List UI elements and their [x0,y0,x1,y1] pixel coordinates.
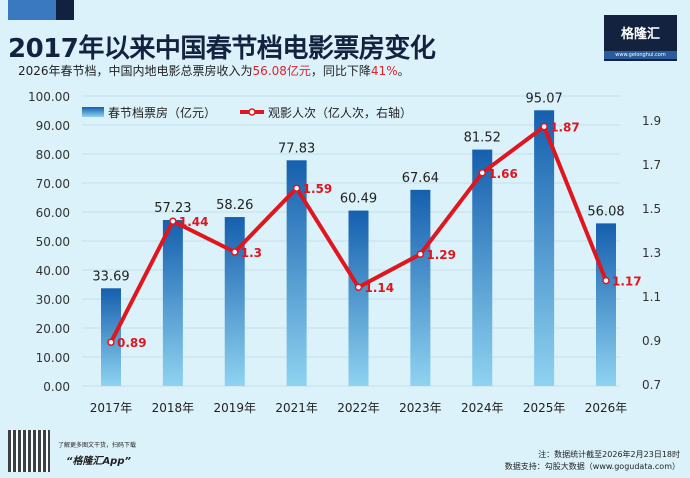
qr-code[interactable] [8,430,50,472]
bar-value-label: 95.07 [526,91,563,106]
right-tick-label: 1.7 [642,158,661,172]
line-point [602,276,610,285]
app-name: “格隆汇App” [66,456,131,467]
left-tick-label: 60.00 [36,206,70,220]
decor-bar-dark [56,0,74,20]
left-tick-label: 40.00 [36,264,70,278]
x-tick-label: 2019年 [213,401,256,415]
x-tick-label: 2022年 [337,401,380,415]
line-point [107,338,115,346]
left-tick-label: 100.00 [28,90,70,104]
right-tick-label: 0.7 [642,378,661,392]
bar-value-label: 81.52 [464,131,501,146]
line-value-label: 1.87 [550,121,580,135]
line-value-label: 1.17 [612,275,642,289]
left-tick-label: 30.00 [36,293,70,307]
bar-value-label: 33.69 [92,269,129,284]
bar [286,160,307,386]
legend-line-label: 观影人次（亿人次，右轴） [268,105,412,120]
bar [410,189,431,386]
bar [596,223,616,386]
gelonghui-logo: 格隆汇 www.gelonghui.com [604,15,677,61]
bar-value-label: 56.08 [587,204,624,219]
bar [101,288,121,386]
left-tick-label: 10.00 [36,351,70,365]
x-tick-label: 2021年 [275,401,318,415]
left-tick-label: 90.00 [36,119,70,133]
x-tick-label: 2025年 [523,401,566,415]
line-value-label: 1.29 [426,248,456,262]
right-tick-label: 1.1 [642,290,661,304]
line-value-label: 1.44 [179,215,209,229]
line-point [169,217,177,225]
left-tick-label: 70.00 [36,177,70,191]
left-tick-label: 80.00 [36,148,70,162]
line-point [354,283,363,291]
line-value-label: 1.3 [241,246,262,260]
right-tick-label: 0.9 [642,334,661,348]
x-tick-label: 2018年 [152,401,195,415]
bar [162,220,183,386]
legend-bar-label: 春节档票房（亿元） [108,105,216,120]
x-tick-label: 2023年 [399,401,442,415]
x-tick-label: 2026年 [585,401,628,415]
right-tick-label: 1.3 [642,246,661,260]
legend: 春节档票房（亿元） 观影人次（亿人次，右轴） [82,105,412,120]
left-tick-label: 20.00 [36,322,70,336]
line-point [416,250,425,258]
bar-value-label: 57.23 [154,201,191,216]
note: 注：数据统计截至2026年2月23日18时 [538,450,680,459]
line-point [231,248,239,256]
bar-value-label: 58.26 [216,198,253,213]
decor-bar [8,0,56,20]
line-point [292,184,301,192]
right-tick-label: 1.5 [642,202,661,216]
line-value-label: 0.89 [117,336,147,350]
bar [224,217,245,386]
line-value-label: 1.66 [488,167,518,181]
bar-value-label: 67.64 [402,171,439,186]
x-tick-label: 2024年 [461,401,504,415]
line-point [478,169,486,177]
line-value-label: 1.59 [303,182,333,196]
x-tick-label: 2017年 [90,401,133,415]
subtitle: 2026年春节档，中国内地电影总票房收入为56.08亿元，同比下降41%。 [18,64,410,78]
line-point [540,122,548,131]
legend-bar-swatch [82,107,104,117]
bar [534,110,555,386]
left-tick-label: 0.00 [43,380,70,394]
bar-value-label: 60.49 [340,192,377,207]
qr-caption: 了解更多图文干货，扫码下载 [58,442,137,449]
right-tick-label: 1.9 [642,114,661,128]
line-value-label: 1.14 [365,281,395,295]
left-tick-label: 50.00 [36,235,70,249]
bar [348,210,369,386]
bar-value-label: 77.83 [278,141,315,156]
page-title: 2017年以来中国春节档电影票房变化 [8,34,436,64]
source: 数据支持：勾股大数据（www.gogudata.com） [504,462,680,471]
bar [472,149,493,386]
